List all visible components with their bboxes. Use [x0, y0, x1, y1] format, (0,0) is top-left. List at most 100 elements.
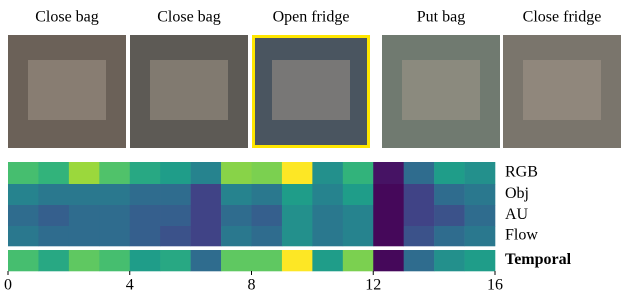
heatmap-cell: [130, 226, 161, 246]
heatmap-cell: [99, 250, 130, 271]
heatmap-cell: [434, 226, 465, 246]
heatmap-cell: [404, 162, 435, 184]
heatmap-cell: [343, 226, 374, 246]
page: {"frames": [ {"caption": "Close bag", "h…: [0, 0, 621, 297]
heatmap-cell: [434, 184, 465, 205]
frame-caption: Put bag: [417, 9, 465, 26]
heatmap-cell: [404, 184, 435, 205]
heatmap-cell: [221, 184, 252, 205]
figure: Close bag Close bag Open fridge Put bag Clos…: [0, 0, 621, 297]
heatmap-cell: [373, 162, 404, 184]
heatmap-cell: [130, 184, 161, 205]
heatmap-cell: [160, 250, 191, 271]
heatmap-cell: [373, 250, 404, 271]
heatmap-cell: [38, 162, 69, 184]
heatmap-cell: [191, 162, 222, 184]
heatmap-cell: [130, 162, 161, 184]
frame-shade: [402, 60, 480, 120]
heatmap-cell: [69, 162, 100, 184]
heatmap-cell: [404, 250, 435, 271]
heatmap-cell: [69, 250, 100, 271]
heatmap-cell: [312, 162, 343, 184]
heatmap-cell: [99, 162, 130, 184]
heatmap-cell: [69, 184, 100, 205]
heatmap-cell: [312, 226, 343, 246]
heatmap-cell: [8, 205, 39, 226]
row-label: Obj: [505, 185, 529, 202]
heatmap-cell: [343, 162, 374, 184]
heatmap-cell: [160, 184, 191, 205]
frame-caption: Open fridge: [273, 9, 350, 26]
frame-caption: Close bag: [35, 9, 99, 26]
heatmap-cell: [312, 184, 343, 205]
row-label: Temporal: [505, 251, 572, 268]
heatmap-cell: [8, 184, 39, 205]
heatmap-cell: [69, 205, 100, 226]
heatmap-cell: [312, 250, 343, 271]
heatmap-cell: [343, 205, 374, 226]
heatmap-cell: [282, 184, 313, 205]
heatmap-cell: [404, 226, 435, 246]
heatmap-cell: [8, 250, 39, 271]
heatmap-cell: [373, 184, 404, 205]
heatmap-cell: [465, 162, 496, 184]
heatmap-cell: [38, 226, 69, 246]
heatmap-cell: [282, 162, 313, 184]
heatmap-cell: [343, 184, 374, 205]
heatmap-cell: [282, 250, 313, 271]
x-tick-label: 8: [248, 277, 256, 294]
heatmap-cell: [160, 226, 191, 246]
heatmap-cell: [38, 250, 69, 271]
heatmap-cell: [160, 205, 191, 226]
heatmap-cell: [312, 205, 343, 226]
frame-caption: Close bag: [157, 9, 221, 26]
heatmap-cell: [69, 226, 100, 246]
heatmap-cell: [191, 250, 222, 271]
frame-shade: [28, 60, 106, 120]
x-tick-label: 16: [487, 277, 503, 294]
heatmap-cell: [282, 226, 313, 246]
x-tick-label: 0: [4, 277, 12, 294]
heatmap-cell: [252, 184, 283, 205]
heatmap-cell: [221, 226, 252, 246]
row-label: Flow: [505, 227, 538, 244]
heatmap-cell: [252, 162, 283, 184]
heatmap-cell: [252, 226, 283, 246]
frame-shade: [523, 60, 601, 120]
frame-shade: [150, 60, 228, 120]
frame-shade: [272, 60, 350, 120]
heatmap-cell: [465, 250, 496, 271]
heatmap-cell: [221, 205, 252, 226]
heatmap-cell: [191, 226, 222, 246]
heatmap-cell: [191, 184, 222, 205]
heatmap-cell: [99, 226, 130, 246]
heatmap-cell: [434, 250, 465, 271]
heatmap-cell: [160, 162, 191, 184]
heatmap-cell: [434, 205, 465, 226]
row-label: AU: [505, 206, 529, 223]
heatmap-cell: [465, 205, 496, 226]
heatmap-cell: [99, 205, 130, 226]
heatmap-cell: [99, 184, 130, 205]
row-label: RGB: [505, 164, 538, 181]
x-tick-label: 12: [365, 277, 381, 294]
heatmap-cell: [252, 250, 283, 271]
heatmap-cell: [221, 250, 252, 271]
heatmap-cell: [130, 250, 161, 271]
x-tick-label: 4: [126, 277, 134, 294]
heatmap-cell: [38, 184, 69, 205]
heatmap-cell: [465, 226, 496, 246]
heatmap-cell: [38, 205, 69, 226]
heatmap-cell: [343, 250, 374, 271]
heatmap-cell: [282, 205, 313, 226]
frame-caption: Close fridge: [523, 9, 602, 26]
heatmap-cell: [191, 205, 222, 226]
heatmap-cell: [404, 205, 435, 226]
heatmap-cell: [8, 226, 39, 246]
heatmap-cell: [434, 162, 465, 184]
heatmap-cell: [465, 184, 496, 205]
heatmap-cell: [373, 226, 404, 246]
heatmap-cell: [252, 205, 283, 226]
heatmap-cell: [221, 162, 252, 184]
heatmap-cell: [130, 205, 161, 226]
